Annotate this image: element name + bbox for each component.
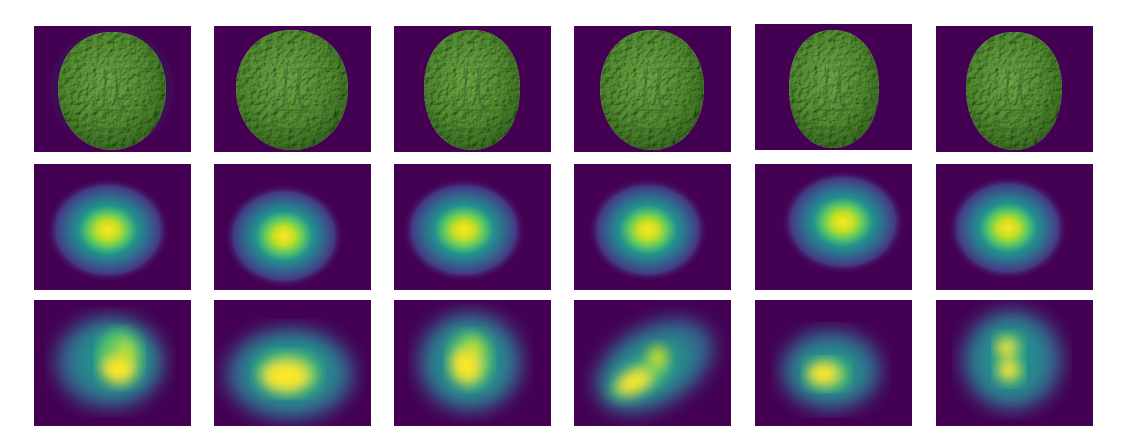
irregular-heatmap-2-image [214, 300, 371, 426]
irregular-heatmap-1 [34, 300, 191, 426]
gaussian-heatmap-2 [214, 164, 371, 290]
irregular-heatmap-4-image [574, 300, 731, 426]
gaussian-heatmap-4 [574, 164, 731, 290]
face-render-6 [936, 26, 1093, 152]
gaussian-heatmap-4-image [574, 164, 731, 290]
face-render-4 [574, 26, 731, 152]
gaussian-heatmap-1-image [34, 164, 191, 290]
irregular-heatmap-3 [394, 300, 551, 426]
irregular-heatmap-2 [214, 300, 371, 426]
irregular-heatmap-5 [755, 300, 912, 426]
irregular-heatmap-6 [936, 300, 1093, 426]
face-render-1-image [34, 26, 191, 152]
face-render-4-image [574, 26, 731, 152]
irregular-heatmap-3-image [394, 300, 551, 426]
gaussian-heatmap-3-image [394, 164, 551, 290]
gaussian-heatmap-6-image [936, 164, 1093, 290]
gaussian-heatmap-5-image [755, 164, 912, 290]
face-render-5-image [755, 24, 912, 150]
irregular-heatmap-5-image [755, 300, 912, 426]
gaussian-heatmap-6 [936, 164, 1093, 290]
face-render-6-image [936, 26, 1093, 152]
gaussian-heatmap-1 [34, 164, 191, 290]
irregular-heatmap-4 [574, 300, 731, 426]
irregular-heatmap-1-image [34, 300, 191, 426]
face-render-3-image [394, 26, 551, 152]
face-render-2-image [214, 26, 371, 152]
face-render-5 [755, 24, 912, 150]
face-render-3 [394, 26, 551, 152]
gaussian-heatmap-3 [394, 164, 551, 290]
gaussian-heatmap-2-image [214, 164, 371, 290]
irregular-heatmap-6-image [936, 300, 1093, 426]
face-render-1 [34, 26, 191, 152]
gaussian-heatmap-5 [755, 164, 912, 290]
face-render-2 [214, 26, 371, 152]
